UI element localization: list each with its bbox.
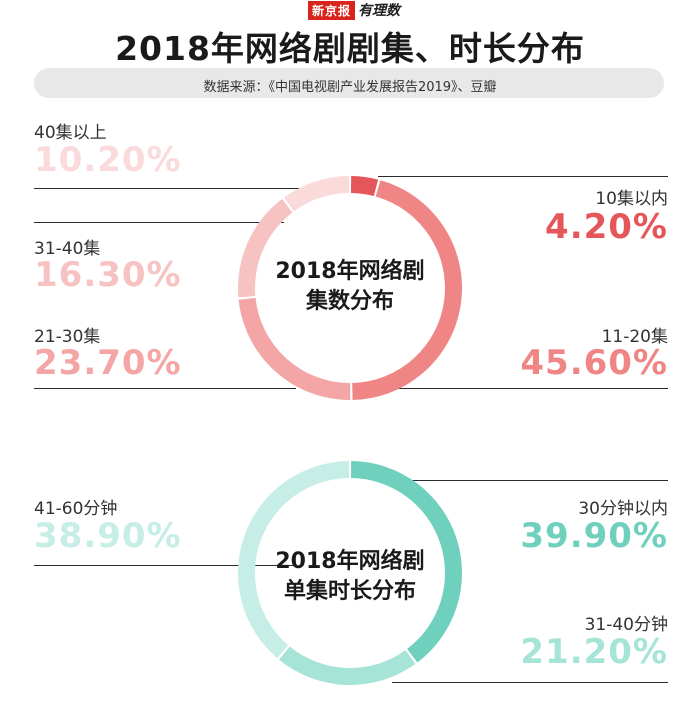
chart1-slice-2: [238, 297, 351, 400]
chart1-slice-4: [283, 176, 350, 212]
leader-line-31-40: [34, 222, 284, 223]
label-10under: 10集以内: [595, 189, 668, 209]
value-11-20: 45.60%: [520, 343, 668, 383]
label-40plus: 40集以上: [34, 123, 107, 143]
value-31-40min: 21.20%: [520, 632, 668, 672]
label-30min: 30分钟以内: [578, 499, 668, 519]
source-bar: [34, 68, 664, 98]
label-31-40min: 31-40分钟: [584, 615, 668, 635]
leader-line-31-40min: [392, 682, 668, 683]
chart1-slice-1: [352, 180, 463, 400]
value-10under: 4.20%: [545, 207, 668, 247]
leader-line-40plus: [34, 188, 304, 189]
leader-line-11-20: [392, 388, 668, 389]
label-31-40: 31-40集: [34, 239, 101, 259]
chart1-slice-0: [350, 176, 379, 197]
leader-line-41-60min: [34, 565, 294, 566]
leader-line-10under: [378, 176, 668, 177]
value-30min: 39.90%: [520, 516, 668, 556]
source-text: 数据来源：《中国电视剧产业发展报告2019》、豆瓣: [203, 80, 497, 95]
chart2-center-line2: 单集时长分布: [283, 579, 416, 604]
brand-name: 新京报: [308, 0, 356, 20]
chart2-slice-0: [350, 461, 463, 663]
leader-line-30min: [392, 480, 668, 481]
brand-logo: 新京报 有理数: [308, 0, 400, 20]
brand-column: 有理数: [358, 3, 401, 19]
value-40plus: 10.20%: [34, 140, 182, 180]
chart2-slice-2: [238, 461, 350, 659]
value-31-40: 16.30%: [34, 255, 182, 295]
label-11-20: 11-20集: [601, 327, 668, 347]
label-21-30: 21-30集: [34, 327, 101, 347]
chart2-center-title: 2018年网络剧 单集时长分布: [230, 547, 470, 607]
chart1-center-title: 2018年网络剧 集数分布: [230, 257, 470, 317]
label-41-60min: 41-60分钟: [34, 499, 118, 519]
chart2-center-line1: 2018年网络剧: [275, 549, 425, 574]
chart2-slice-1: [278, 646, 416, 685]
value-41-60min: 38.90%: [34, 516, 182, 556]
leader-line-21-30: [34, 388, 296, 389]
chart1-slice-3: [238, 198, 293, 298]
page-title: 2018年网络剧剧集、时长分布: [115, 29, 585, 68]
chart1-center-line2: 集数分布: [305, 289, 394, 314]
value-21-30: 23.70%: [34, 343, 182, 383]
chart1-center-line1: 2018年网络剧: [275, 259, 425, 284]
